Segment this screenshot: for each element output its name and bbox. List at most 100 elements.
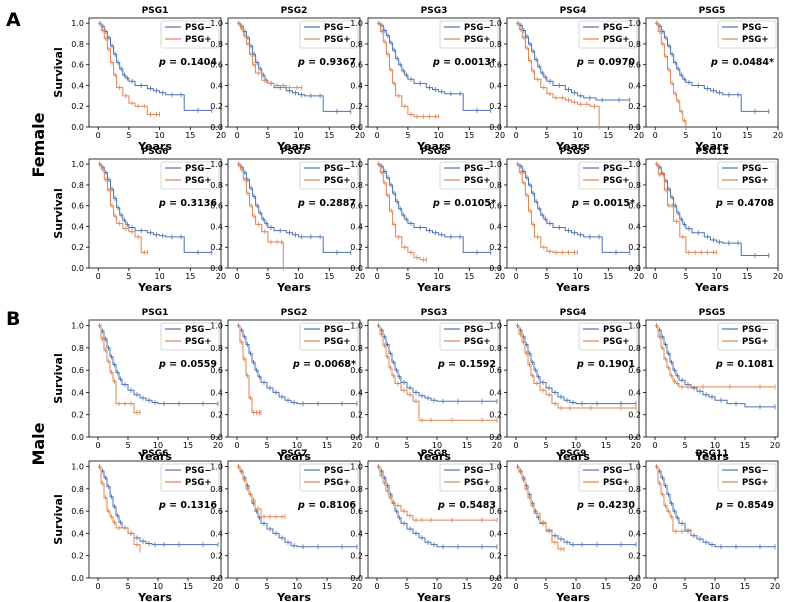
y-tick-label: 0.4 [71, 222, 84, 231]
y-tick-label: 0.2 [210, 102, 223, 111]
legend-label-psg-pos: PSG+ [464, 337, 490, 347]
legend-label-psg-pos: PSG+ [185, 337, 211, 347]
p-value-number: = 0.1316 [169, 500, 217, 511]
x-tick-label: 10 [432, 441, 442, 450]
legend: PSG− PSG+ [439, 322, 499, 351]
km-curve-psg-neg [98, 22, 212, 111]
x-tick-label: 20 [631, 582, 641, 591]
legend-box [160, 322, 220, 351]
legend: PSG− PSG+ [717, 161, 777, 190]
x-tick-label: 20 [213, 441, 223, 450]
axes-frame [367, 319, 501, 438]
p-value-number: = 0.4708 [726, 198, 774, 209]
km-curve-psg-neg [237, 466, 357, 548]
axes-frame [506, 158, 640, 269]
legend-label-psg-neg: PSG− [324, 23, 350, 33]
y-tick-label: 0.8 [350, 344, 363, 353]
legend-box [717, 20, 777, 49]
p-value: p = 0.5483 [437, 500, 496, 511]
y-tick-label: 0.4 [350, 388, 363, 397]
legend-label-psg-neg: PSG− [742, 325, 768, 335]
legend-label-psg-pos: PSG+ [185, 35, 211, 45]
y-tick-label: 0.4 [489, 222, 502, 231]
x-tick-label: 0 [374, 441, 379, 450]
y-tick-label: 0.8 [71, 40, 84, 49]
x-tick-label: 0 [95, 582, 100, 591]
x-tick-label: 0 [374, 582, 379, 591]
legend-box [717, 322, 777, 351]
y-tick-label: 0.2 [489, 552, 502, 561]
p-value: p = 0.0970 [576, 57, 635, 68]
subplot-title: PSG1 [142, 308, 169, 318]
legend-label-psg-neg: PSG− [603, 466, 629, 476]
legend-label-psg-pos: PSG+ [324, 35, 350, 45]
subplot-title: PSG8 [421, 449, 448, 459]
y-tick-label: 0.8 [71, 485, 84, 494]
km-curve-psg-pos [98, 22, 160, 115]
km-curve-psg-pos [237, 466, 285, 518]
x-tick-label: 15 [185, 131, 195, 140]
y-tick-label: 0.0 [350, 123, 363, 132]
y-axis-label: Survival [52, 188, 65, 238]
x-tick-label: 0 [652, 582, 657, 591]
x-tick-label: 5 [265, 131, 270, 140]
x-tick-label: 20 [495, 272, 505, 281]
y-tick-label: 0.6 [71, 366, 84, 375]
x-tick-label: 10 [573, 131, 583, 140]
y-tick-label: 1.0 [71, 160, 84, 169]
axes-frame [645, 158, 779, 269]
km-curve-psg-neg [98, 325, 218, 405]
km-curve-psg-neg [516, 22, 630, 101]
sex-label-male: Male [29, 422, 48, 465]
y-tick-label: 0.8 [628, 40, 641, 49]
subplot-title: PSG1 [142, 6, 169, 16]
x-tick-label: 20 [213, 582, 223, 591]
y-tick-label: 0.2 [210, 552, 223, 561]
x-tick-label: 15 [183, 582, 193, 591]
km-curve-psg-pos [655, 163, 717, 253]
y-tick-label: 0.0 [210, 574, 223, 583]
x-axis-label: Years [137, 450, 172, 463]
legend-label-psg-neg: PSG− [464, 23, 490, 33]
p-value: p = 0.0105* [432, 198, 496, 209]
p-value-number: = 0.0015* [582, 198, 635, 209]
x-tick-label: 0 [96, 272, 101, 281]
y-tick-label: 0.8 [210, 344, 223, 353]
y-tick-label: 1.0 [350, 160, 363, 169]
p-value: p = 0.9367 [297, 57, 356, 68]
legend-label-psg-neg: PSG− [464, 325, 490, 335]
x-tick-label: 15 [464, 131, 474, 140]
p-value: p = 0.0559 [158, 359, 217, 370]
x-tick-label: 20 [216, 131, 226, 140]
km-curve-psg-pos [516, 22, 600, 127]
legend-label-psg-neg: PSG− [603, 164, 629, 174]
x-tick-label: 20 [773, 272, 783, 281]
km-curve-psg-neg [98, 163, 212, 253]
legend: PSG− PSG+ [439, 463, 499, 492]
y-tick-label: 1.0 [210, 160, 223, 169]
p-value: p = 0.0484* [710, 57, 774, 68]
km-curve-psg-pos [516, 325, 636, 409]
p-value: p = 0.4708 [715, 198, 774, 209]
y-tick-label: 0.4 [210, 388, 223, 397]
p-value-symbol: p [715, 359, 726, 370]
km-curve-psg-neg [377, 163, 491, 253]
p-value-symbol: p [158, 57, 169, 68]
y-tick-label: 0.8 [350, 181, 363, 190]
legend-label-psg-pos: PSG+ [603, 35, 629, 45]
legend-box [299, 161, 359, 190]
x-tick-label: 5 [126, 131, 131, 140]
x-tick-label: 20 [216, 272, 226, 281]
x-tick-label: 15 [322, 582, 332, 591]
legend-label-psg-neg: PSG− [185, 164, 211, 174]
y-tick-label: 1.0 [71, 463, 84, 472]
y-tick-label: 1.0 [489, 463, 502, 472]
x-axis-label: Years [694, 140, 729, 153]
y-tick-label: 0.6 [71, 61, 84, 70]
